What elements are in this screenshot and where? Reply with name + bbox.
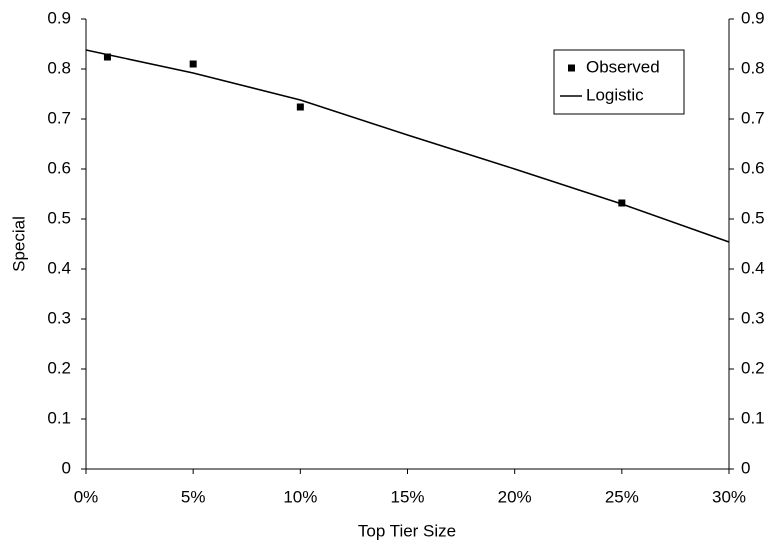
observed-point [103,53,111,61]
observed-point [296,103,304,111]
x-tick-label: 0% [74,487,99,506]
y2-tick-label: 0.4 [741,258,765,277]
y-tick-label: 0 [62,458,71,477]
y2-tick-label: 0.1 [741,408,765,427]
y2-tick-label: 0.6 [741,158,765,177]
y2-tick-label: 0 [741,458,750,477]
y2-tick-label: 0.3 [741,308,765,327]
x-tick-label: 10% [283,487,317,506]
x-tick-label: 25% [605,487,639,506]
x-tick-label: 20% [498,487,532,506]
y-tick-label: 0.5 [47,208,71,227]
y2-tick-label: 0.8 [741,58,765,77]
legend-swatch [568,64,575,72]
y-tick-label: 0.1 [47,408,71,427]
y-tick-label: 0.3 [47,308,71,327]
y-axis-title: Special [9,216,28,272]
y-tick-label: 0.4 [47,258,71,277]
y-tick-label: 0.8 [47,58,71,77]
y-tick-label: 0.9 [47,8,71,27]
observed-point [618,199,626,207]
y2-tick-label: 0.7 [741,108,765,127]
legend-box [553,49,685,115]
x-tick-label: 30% [712,487,746,506]
logistic-line [85,49,730,243]
observed-point [189,60,197,68]
x-tick-label: 15% [390,487,424,506]
y2-tick-label: 0.5 [741,208,765,227]
x-tick-label: 5% [181,487,206,506]
y-tick-label: 0.7 [47,108,71,127]
legend-label: Logistic [586,85,644,104]
y-tick-label: 0.6 [47,158,71,177]
legend-label: Observed [586,57,660,76]
y2-tick-label: 0.9 [741,8,765,27]
y-tick-label: 0.2 [47,358,71,377]
y2-tick-label: 0.2 [741,358,765,377]
x-axis-title: Top Tier Size [358,521,456,540]
